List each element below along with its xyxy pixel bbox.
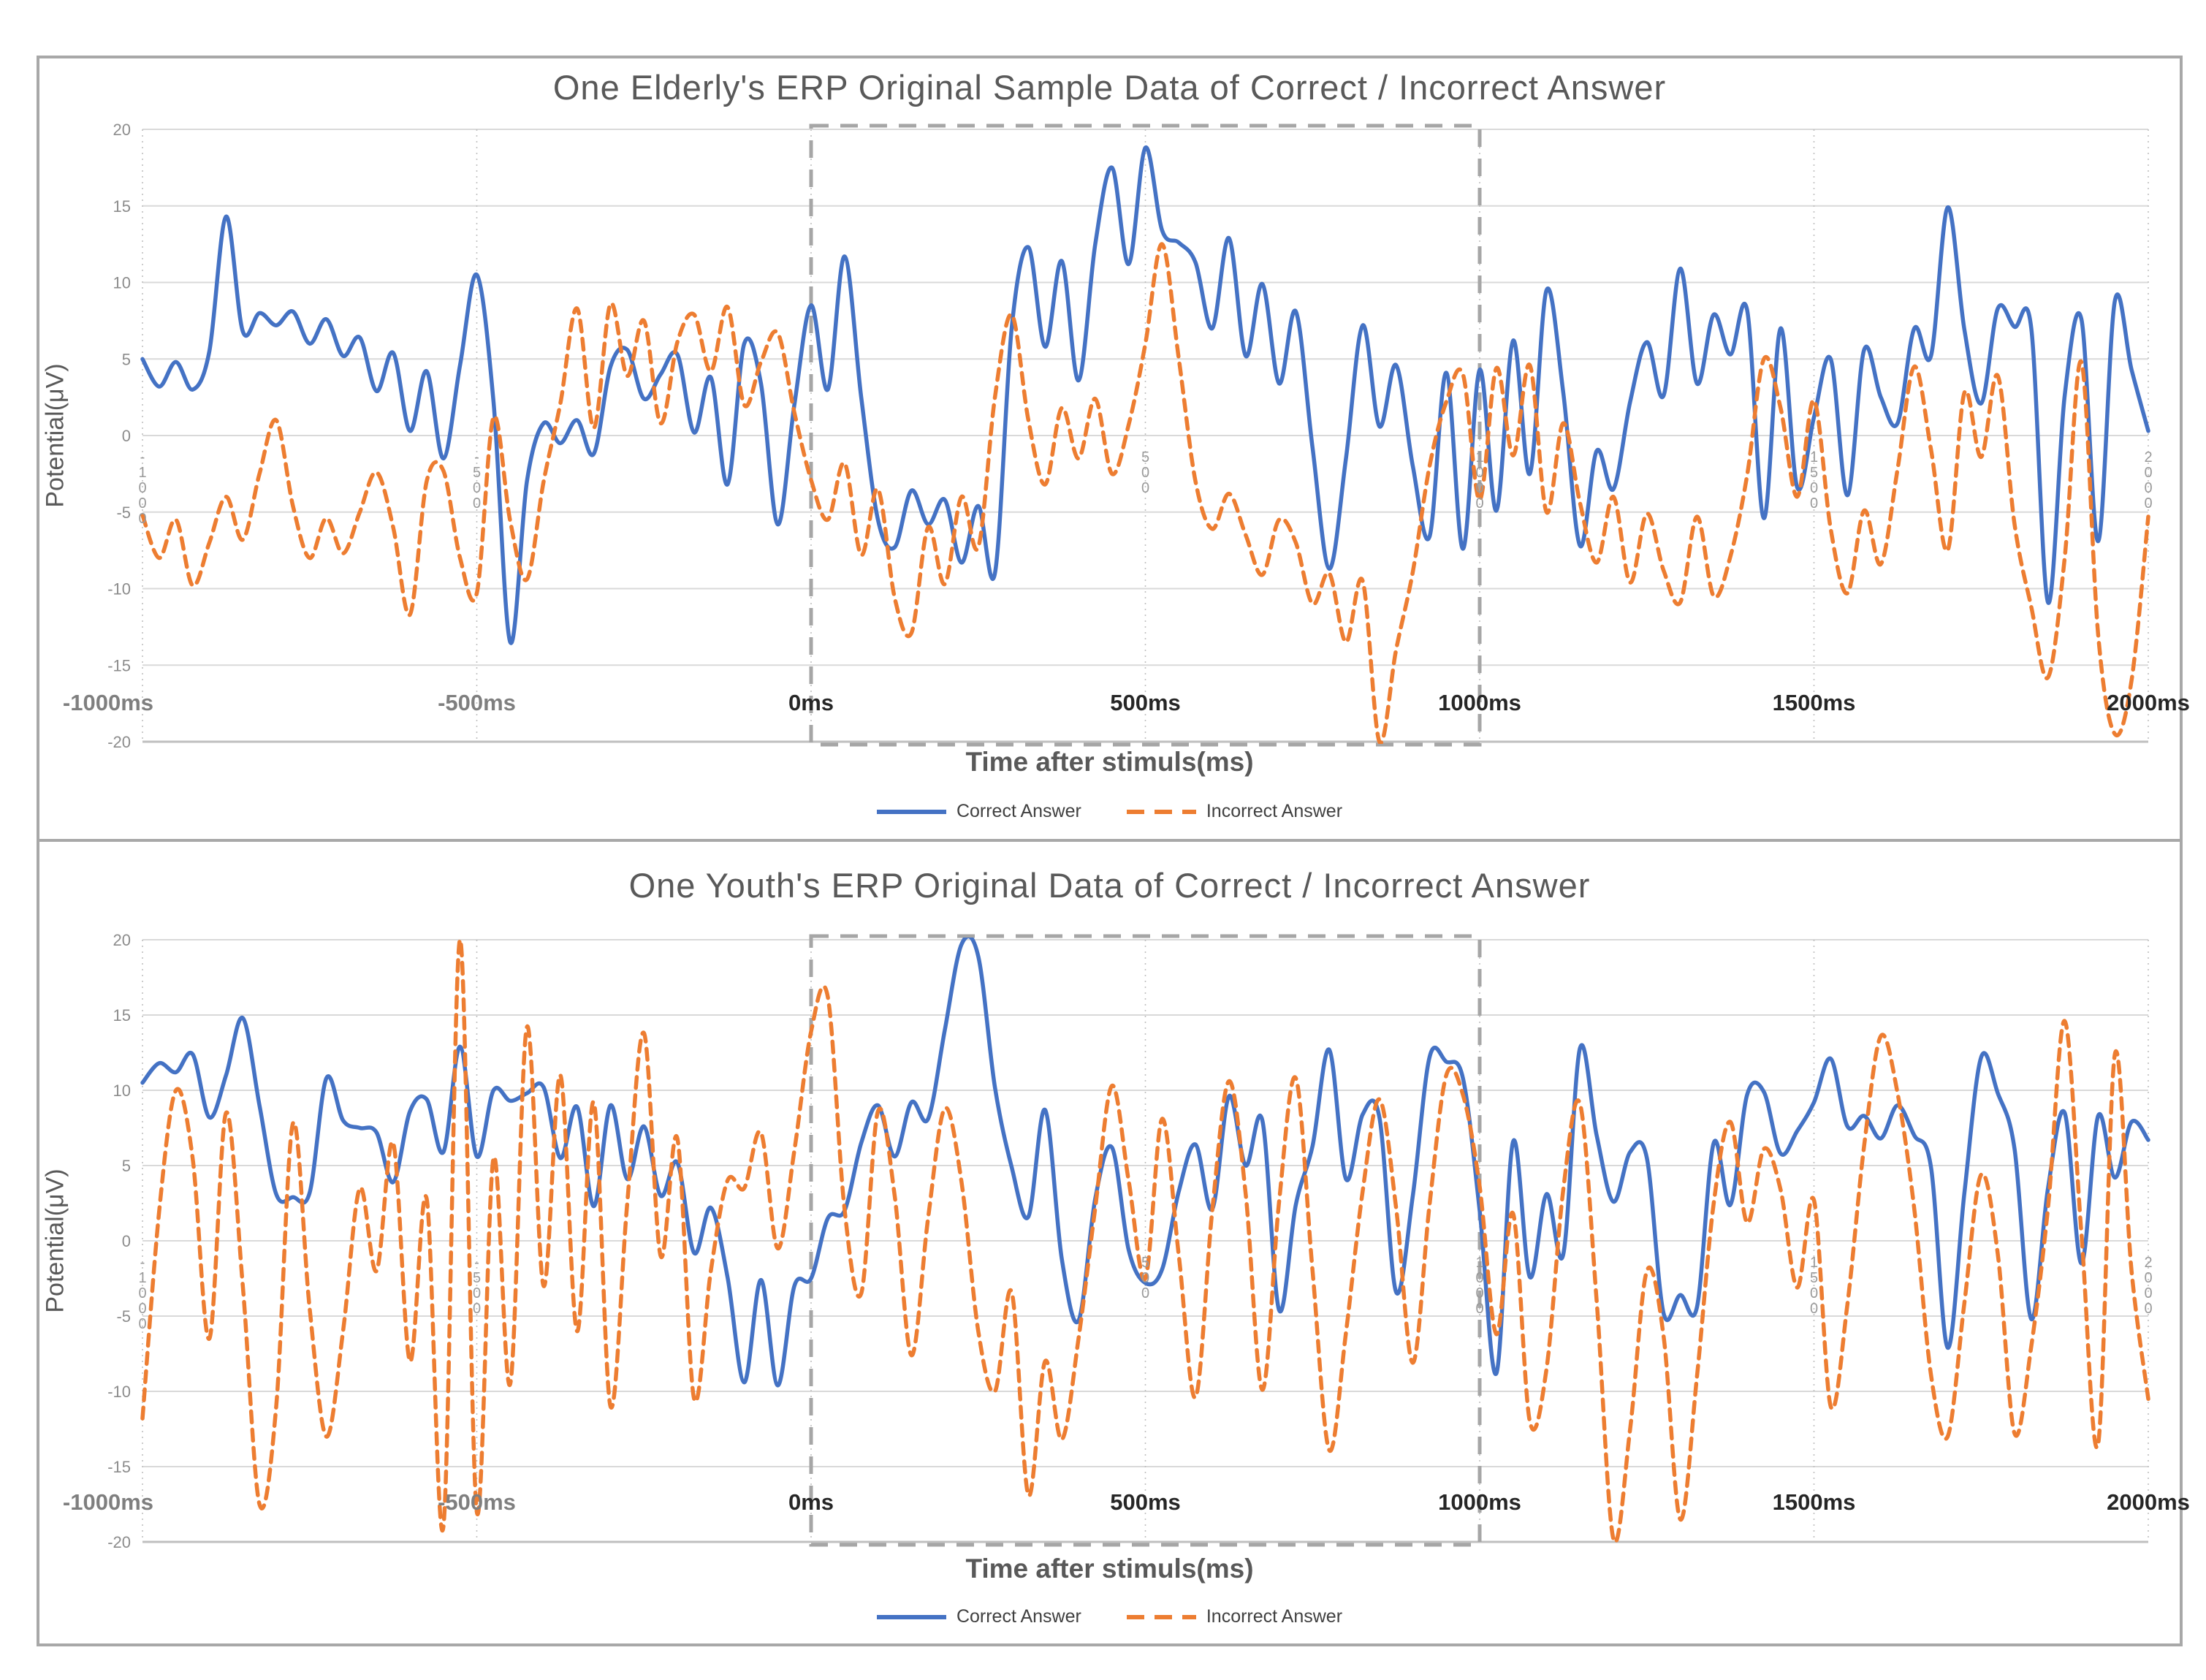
legend-incorrect-answer: Incorrect Answer <box>1126 801 1343 822</box>
youth-incorrect-answer-line <box>140 938 2150 1544</box>
x-tick-label: -1000ms <box>63 1489 153 1515</box>
elderly-legend: Correct Answer Incorrect Answer <box>37 801 2183 822</box>
youth-plot-area: 20 15 10 5 0 -5 -10 -15 -20 -1000ms -500ms 0ms 500ms… <box>63 931 2190 1551</box>
y-tick-label: 20 <box>113 931 131 949</box>
y-tick-label: 15 <box>113 197 131 216</box>
x-tick-label: 2000ms <box>2107 1489 2190 1515</box>
x-tick-label: 1000ms <box>1438 1489 1521 1515</box>
figure-frame <box>37 56 2183 1646</box>
legend-incorrect-label: Incorrect Answer <box>1206 1606 1343 1627</box>
y-tick-label: 10 <box>113 274 131 292</box>
y-tick-label: -20 <box>107 733 131 751</box>
y-tick-label: -20 <box>107 1533 131 1551</box>
y-tick-label: 0 <box>122 427 131 445</box>
inner-rotated-axis-label: -1 0 0 0 <box>138 449 146 527</box>
legend-incorrect-label: Incorrect Answer <box>1206 801 1343 821</box>
elderly-correct-answer-line <box>140 145 2150 645</box>
correct-line-swatch <box>876 1614 946 1619</box>
x-tick-label: -500ms <box>438 690 516 715</box>
elderly-y-axis-title: Potential(μV) <box>41 363 69 508</box>
y-tick-label: -10 <box>107 580 131 598</box>
inner-rotated-axis-label: -5 0 0 <box>473 449 481 512</box>
x-tick-label: 1500ms <box>1773 690 1856 715</box>
legend-incorrect-answer: Incorrect Answer <box>1126 1606 1343 1627</box>
incorrect-line-swatch <box>1126 809 1196 814</box>
inner-rotated-axis-label: -1 0 0 0 <box>138 1255 146 1332</box>
legend-correct-answer: Correct Answer <box>876 1606 1081 1627</box>
y-tick-label: 5 <box>122 1157 131 1175</box>
elderly-x-axis-title: Time after stimuls(ms) <box>965 747 1254 777</box>
y-tick-label: -15 <box>107 656 131 674</box>
legend-correct-label: Correct Answer <box>956 1606 1081 1627</box>
correct-line-swatch <box>876 809 946 814</box>
y-tick-label: -10 <box>107 1383 131 1401</box>
x-tick-label: 500ms <box>1110 1489 1181 1515</box>
y-tick-label: 10 <box>113 1082 131 1100</box>
elderly-chart-title: One Elderly's ERP Original Sample Data o… <box>552 68 1667 107</box>
youth-chart-title: One Youth's ERP Original Data of Correct… <box>628 866 1591 905</box>
x-tick-label: 0ms <box>788 690 834 715</box>
incorrect-line-swatch <box>1126 1614 1196 1619</box>
x-tick-label: 500ms <box>1110 690 1181 715</box>
x-tick-label: 0ms <box>788 1489 834 1515</box>
y-tick-label: -5 <box>116 503 131 522</box>
elderly-incorrect-answer-line <box>140 242 2150 744</box>
x-tick-label: -500ms <box>438 1489 516 1515</box>
y-tick-label: -15 <box>107 1458 131 1476</box>
legend-correct-answer: Correct Answer <box>876 801 1081 822</box>
highlight-box-0-1000ms <box>809 934 1482 1547</box>
y-tick-label: 0 <box>122 1232 131 1250</box>
x-tick-label: 1500ms <box>1773 1489 1856 1515</box>
inner-rotated-axis-label: -5 0 0 <box>473 1255 481 1317</box>
y-tick-label: 20 <box>113 121 131 139</box>
y-tick-label: -5 <box>116 1307 131 1326</box>
y-tick-label: 5 <box>122 350 131 368</box>
youth-correct-answer-line <box>140 938 2150 1388</box>
y-tick-label: 15 <box>113 1006 131 1025</box>
youth-legend: Correct Answer Incorrect Answer <box>37 1606 2183 1627</box>
elderly-plot-area: 20 15 10 5 0 -5 -10 -15 -20 -1000ms -500ms 0ms 500ms… <box>63 121 2190 751</box>
x-tick-label: 1000ms <box>1438 690 1521 715</box>
legend-correct-label: Correct Answer <box>956 801 1081 821</box>
panel-divider <box>37 839 2183 842</box>
youth-x-axis-title: Time after stimuls(ms) <box>965 1554 1254 1584</box>
x-tick-label: -1000ms <box>63 690 153 715</box>
highlight-box-0-1000ms <box>809 123 1482 747</box>
x-tick-label: 2000ms <box>2107 690 2190 715</box>
youth-y-axis-title: Potential(μV) <box>41 1168 69 1313</box>
